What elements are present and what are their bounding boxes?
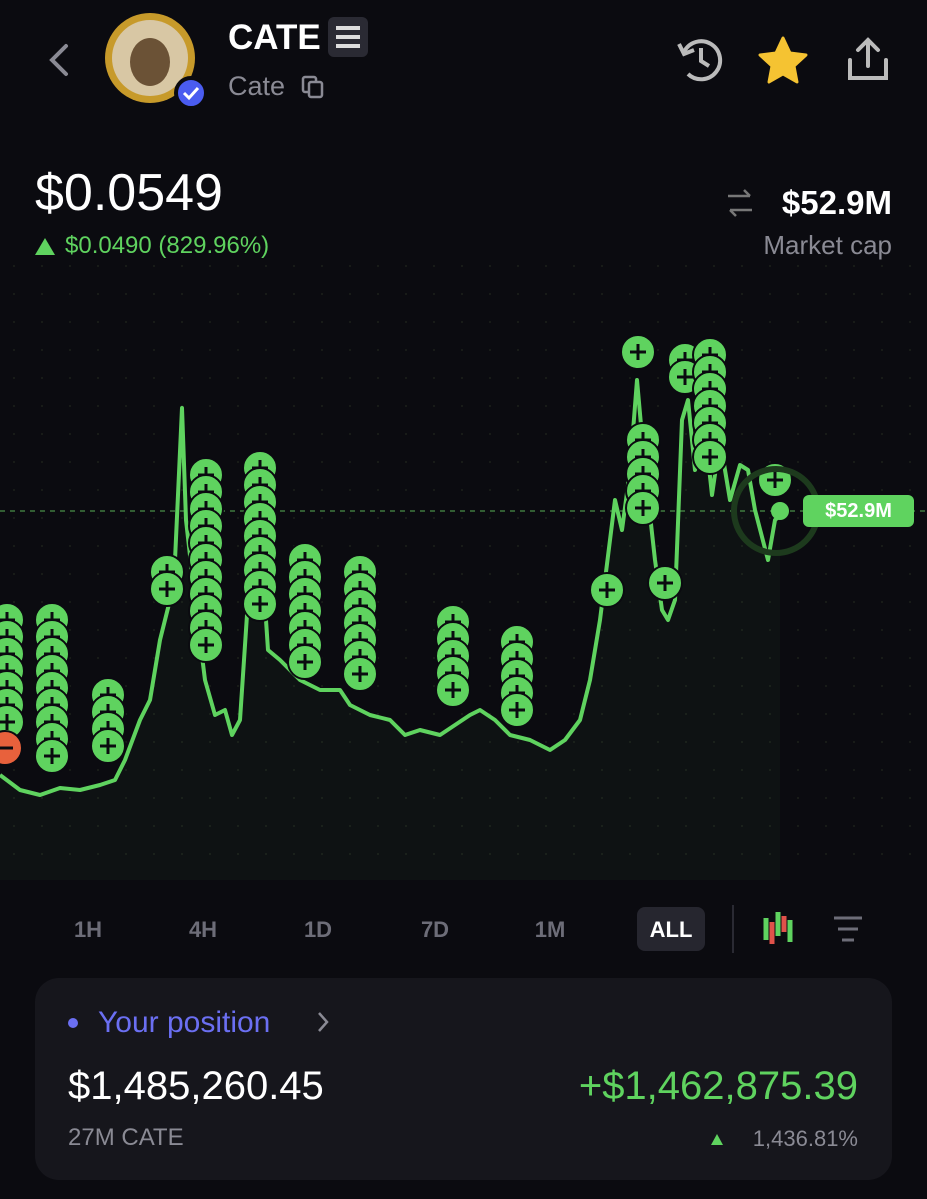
trade-marker [90, 728, 126, 764]
back-button[interactable] [49, 44, 68, 76]
chart-label: $52.9M [825, 500, 892, 522]
up-arrow [35, 238, 55, 255]
position-card[interactable] [35, 978, 892, 1180]
time-tab[interactable]: 7D [420, 917, 450, 942]
token-name: Cate [228, 71, 286, 101]
verified-badge [174, 76, 208, 110]
time-tab[interactable]: 1H [73, 917, 103, 942]
time-tab[interactable]: 4H [188, 917, 218, 942]
market-cap: $52.9M [781, 184, 892, 221]
trade-marker [620, 334, 656, 370]
trade-marker [287, 644, 323, 680]
favorite-button[interactable] [758, 36, 808, 84]
trade-marker [34, 738, 70, 774]
position-profit: +$1,462,875.39 [578, 1064, 858, 1108]
time-tab[interactable]: ALL [649, 917, 693, 942]
trade-marker [0, 730, 23, 766]
time-tab[interactable]: 1D [303, 917, 333, 942]
position-title[interactable]: Your position [98, 1006, 271, 1039]
trade-marker [499, 692, 535, 728]
price-change: $0.0490 (829.96%) [65, 232, 270, 259]
position-value: $1,485,260.45 [68, 1064, 324, 1108]
swap-icon [728, 189, 752, 217]
chart-area [0, 380, 780, 880]
price: $0.0549 [35, 164, 223, 222]
position-amount: 27M CATE [68, 1124, 184, 1151]
trade-marker [342, 656, 378, 692]
trade-marker [188, 627, 224, 663]
trade-marker [149, 571, 185, 607]
current-point [771, 502, 789, 520]
token-symbol: CATE [228, 18, 321, 57]
share-button[interactable] [848, 37, 888, 80]
chart-label-bg [803, 495, 914, 527]
filter-button[interactable] [834, 916, 862, 942]
trade-marker [589, 572, 625, 608]
time-tab[interactable]: 1M [534, 917, 566, 942]
trade-marker [242, 586, 278, 622]
market-cap-label: Market cap [763, 230, 892, 260]
trade-marker [692, 439, 728, 475]
position-profit-pct: 1,436.81% [752, 1126, 858, 1151]
history-button[interactable] [677, 39, 723, 82]
tab-active-bg [637, 907, 705, 951]
trade-marker [625, 490, 661, 526]
candle-toggle[interactable] [763, 912, 793, 944]
trade-marker [647, 565, 683, 601]
trade-marker [435, 672, 471, 708]
